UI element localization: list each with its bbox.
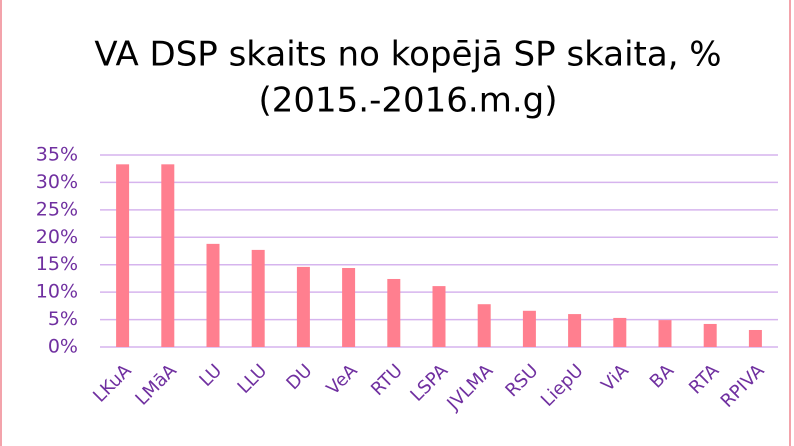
bar	[703, 323, 717, 347]
bar	[116, 164, 130, 347]
x-tick-label: LKuA	[89, 360, 136, 407]
y-tick-label: 25%	[36, 198, 78, 220]
bar	[522, 310, 536, 347]
bar	[568, 314, 582, 347]
x-tick-label: LMāA	[131, 360, 181, 410]
bar	[206, 243, 220, 347]
chart-title: VA DSP skaits no kopējā SP skaita, %	[94, 35, 721, 75]
y-tick-label: 5%	[48, 308, 78, 330]
y-tick-label: 10%	[36, 281, 78, 303]
bar	[387, 278, 401, 347]
y-tick-label: 35%	[36, 144, 78, 166]
bar	[432, 286, 446, 347]
x-tick-label: VeA	[323, 360, 363, 400]
y-tick-label: 30%	[36, 171, 78, 193]
x-tick-label: RTA	[685, 360, 724, 399]
bar	[748, 329, 762, 347]
x-tick-label: BA	[646, 360, 679, 393]
chart-subtitle: (2015.-2016.m.g)	[259, 81, 558, 121]
bar	[251, 249, 265, 347]
bar	[613, 317, 627, 347]
y-tick-label: 20%	[36, 226, 78, 248]
bar	[161, 164, 175, 347]
bar	[296, 266, 310, 347]
x-tick-label: RSU	[501, 360, 542, 401]
x-tick-label: LU	[195, 360, 226, 391]
x-tick-label: RTU	[367, 360, 407, 400]
bar	[658, 320, 672, 347]
x-tick-label: RPIVA	[717, 360, 769, 412]
x-tick-label: LiepU	[537, 360, 588, 411]
x-tick-label: ViA	[597, 360, 633, 396]
bar	[342, 268, 356, 347]
y-tick-label: 15%	[36, 253, 78, 275]
y-tick-label: 0%	[48, 336, 78, 358]
x-tick-label: DU	[282, 360, 316, 394]
x-tick-label: JVLMA	[442, 360, 497, 415]
bar	[477, 304, 491, 347]
x-tick-label: LLU	[234, 360, 272, 398]
